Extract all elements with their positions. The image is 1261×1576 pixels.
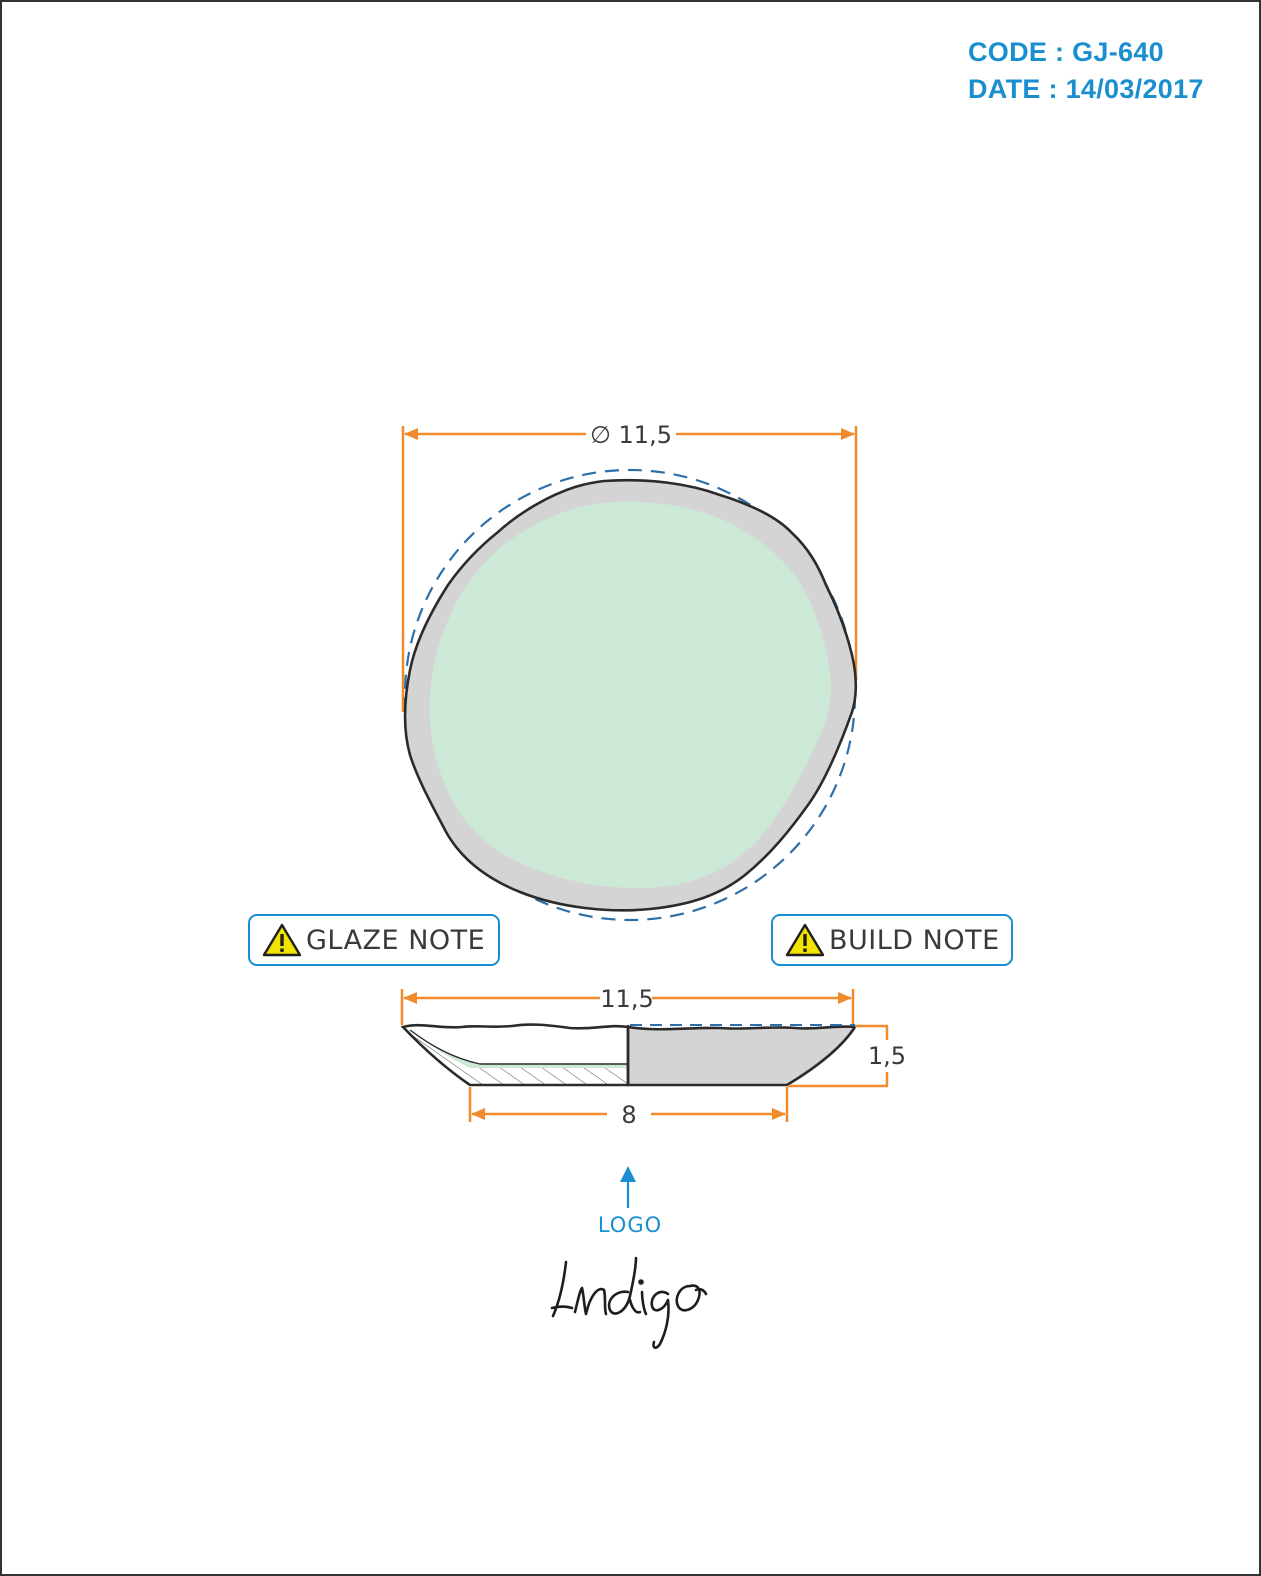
glaze-note-label: GLAZE NOTE [306, 924, 486, 956]
drawing-date: DATE : 14/03/2017 [968, 74, 1204, 104]
title-block: CODE : GJ-640 DATE : 14/03/2017 [968, 34, 1204, 108]
glaze-note-badge[interactable]: GLAZE NOTE [248, 914, 500, 966]
warning-icon [785, 923, 825, 957]
exterior-half [626, 1025, 858, 1087]
logo-arrow-head [620, 1166, 636, 1182]
section-hatched-foot [403, 1027, 628, 1085]
base-label: 8 [621, 1101, 636, 1129]
warning-icon [262, 923, 302, 957]
plate-glaze-well [429, 501, 831, 889]
top-view: ∅ 11,5 [401, 421, 858, 922]
logo-label: LOGO [597, 1213, 663, 1237]
side-width-label: 11,5 [600, 985, 653, 1013]
logo-pointer [620, 1166, 636, 1208]
build-note-badge[interactable]: BUILD NOTE [771, 914, 1013, 966]
indigo-logo [550, 1256, 708, 1349]
section-outline-left [400, 1023, 629, 1087]
height-label: 1,5 [868, 1042, 906, 1070]
side-view: 11,5 1,5 8 [400, 985, 906, 1129]
product-code: CODE : GJ-640 [968, 37, 1164, 67]
diameter-label: ∅ 11,5 [590, 421, 672, 449]
build-note-label: BUILD NOTE [829, 924, 1000, 956]
section-inner-line [409, 1029, 628, 1065]
